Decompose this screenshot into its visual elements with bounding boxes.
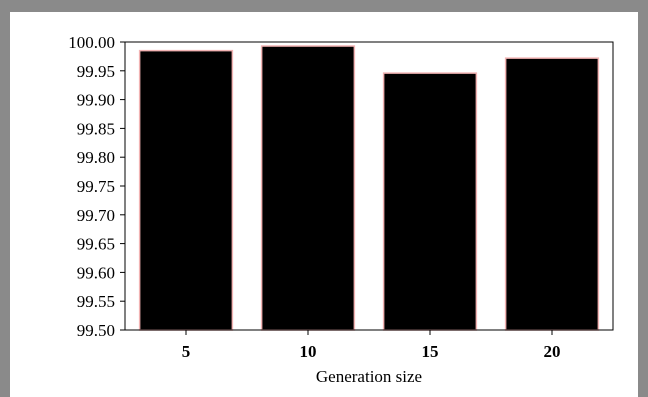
bar-chart: 99.50 99.55 99.60 99.65 99.70 99.75 99.80 99.85… bbox=[68, 33, 614, 386]
y-tick-label: 99.70 bbox=[77, 206, 115, 225]
bars-group bbox=[138, 45, 600, 331]
x-tick-label: 5 bbox=[182, 342, 191, 361]
x-axis-ticks: 5 10 15 20 bbox=[182, 330, 561, 361]
y-tick-label: 99.90 bbox=[77, 91, 115, 110]
bar-15 bbox=[382, 72, 478, 331]
x-axis-title: Generation size bbox=[316, 367, 422, 386]
y-tick-label: 99.85 bbox=[77, 119, 115, 138]
bar-5 bbox=[138, 49, 234, 331]
y-tick-label: 99.60 bbox=[77, 263, 115, 282]
y-tick-label: 99.75 bbox=[77, 177, 115, 196]
y-tick-label: 99.55 bbox=[77, 292, 115, 311]
plot-area-frame bbox=[124, 41, 614, 331]
y-tick-label: 99.50 bbox=[77, 321, 115, 340]
bar-10 bbox=[260, 45, 356, 331]
y-tick-label: 99.95 bbox=[77, 62, 115, 81]
y-tick-label: 99.65 bbox=[77, 235, 115, 254]
x-tick-label: 10 bbox=[300, 342, 317, 361]
y-axis-ticks: 99.50 99.55 99.60 99.65 99.70 99.75 99.80 99.85… bbox=[68, 33, 125, 340]
bar-20 bbox=[504, 57, 600, 331]
y-tick-label: 100.00 bbox=[68, 33, 115, 52]
y-tick-label: 99.80 bbox=[77, 148, 115, 167]
x-tick-label: 15 bbox=[422, 342, 439, 361]
chart-panel: 99.50 99.55 99.60 99.65 99.70 99.75 99.80 99.85… bbox=[10, 12, 638, 397]
x-tick-label: 20 bbox=[544, 342, 561, 361]
